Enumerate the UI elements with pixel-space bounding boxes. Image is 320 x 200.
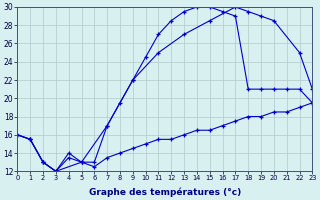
X-axis label: Graphe des températures (°c): Graphe des températures (°c) <box>89 187 241 197</box>
